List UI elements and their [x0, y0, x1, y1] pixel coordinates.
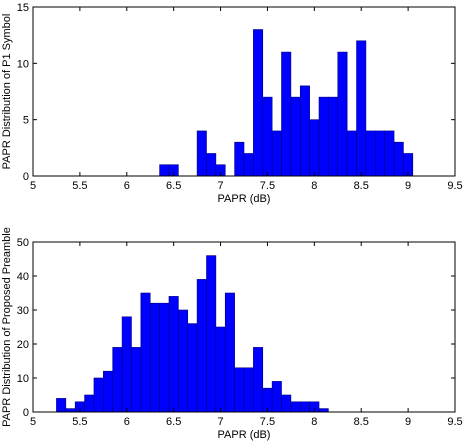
bar	[299, 401, 310, 413]
bar	[187, 323, 198, 413]
x-tick-label: 8.5	[354, 180, 369, 192]
bar	[84, 394, 95, 413]
bar	[281, 394, 292, 413]
x-tick-label: 7	[217, 416, 223, 428]
x-tick-label: 7.5	[260, 416, 275, 428]
bar	[149, 302, 160, 413]
y-tick-label: 10	[17, 373, 29, 385]
bar	[215, 326, 226, 413]
bar	[253, 347, 264, 413]
bar	[206, 255, 217, 413]
bar	[290, 401, 301, 413]
chart-2: 5 5.5 6 6.5 7 7.5 8 8.5 9 9.5 0 10 20 30 40 50 PAPR (dB)…	[1, 227, 463, 441]
bar	[224, 292, 235, 413]
bar	[168, 296, 179, 413]
y-tick-label: 20	[17, 339, 29, 351]
y-axis-label: PAPR Distribution of P1 Symbol	[1, 14, 13, 170]
y-tick-label: 40	[17, 271, 29, 283]
bar	[318, 408, 329, 413]
bar	[393, 141, 404, 177]
bar	[337, 51, 348, 177]
bar	[356, 40, 367, 177]
bar	[178, 309, 189, 413]
x-tick-label: 9	[405, 416, 411, 428]
bar	[112, 347, 123, 413]
bar	[290, 96, 301, 177]
bar	[384, 130, 395, 177]
bar	[140, 292, 151, 413]
bar	[196, 130, 207, 177]
bar	[234, 141, 245, 177]
x-tick-label: 7.5	[260, 180, 275, 192]
bar	[309, 119, 320, 177]
bar	[131, 347, 142, 413]
bar	[271, 381, 282, 413]
plot-frame	[32, 241, 456, 413]
x-tick-label: 8.5	[354, 416, 369, 428]
x-tick-label: 5	[30, 180, 36, 192]
bar	[121, 316, 132, 413]
bar	[56, 398, 67, 413]
bar	[365, 130, 376, 177]
y-tick-label: 10	[17, 58, 29, 70]
y-tick-label: 50	[17, 237, 29, 249]
bar	[93, 377, 104, 413]
bar	[271, 130, 282, 177]
x-tick-label: 7	[217, 180, 223, 192]
bar	[234, 367, 245, 413]
bar	[65, 408, 76, 413]
bar	[318, 96, 329, 177]
x-tick-label: 5.5	[72, 416, 87, 428]
bar	[196, 279, 207, 413]
bar	[103, 370, 114, 413]
bar	[262, 96, 273, 177]
y-tick-label: 0	[23, 407, 29, 419]
bar	[206, 153, 217, 177]
x-tick-label: 5	[30, 416, 36, 428]
x-tick-label: 8	[311, 416, 317, 428]
x-tick-label: 9.5	[447, 180, 462, 192]
y-tick-label: 15	[17, 2, 29, 14]
x-tick-label: 6	[124, 180, 130, 192]
bar	[346, 130, 357, 177]
plot-frame	[32, 6, 456, 177]
bar	[243, 367, 254, 413]
x-tick-label: 8	[311, 180, 317, 192]
bar	[159, 164, 170, 177]
bar	[374, 130, 385, 177]
x-tick-label: 6	[124, 416, 130, 428]
bar	[328, 96, 339, 177]
y-tick-label: 5	[23, 115, 29, 127]
x-axis-label: PAPR (dB)	[218, 429, 271, 441]
x-tick-label: 6.5	[166, 416, 181, 428]
bar	[159, 302, 170, 413]
bar	[281, 51, 292, 177]
bar	[299, 85, 310, 177]
x-tick-label: 5.5	[72, 180, 87, 192]
x-tick-label: 6.5	[166, 180, 181, 192]
x-tick-label: 9.5	[447, 416, 462, 428]
x-tick-label: 9	[405, 180, 411, 192]
bar	[243, 153, 254, 177]
x-axis-label: PAPR (dB)	[218, 193, 271, 205]
y-tick-label: 30	[17, 305, 29, 317]
y-tick-label: 0	[23, 171, 29, 183]
bar	[253, 29, 264, 177]
y-axis-label: PAPR Distribution of Proposed Preamble	[1, 227, 13, 427]
